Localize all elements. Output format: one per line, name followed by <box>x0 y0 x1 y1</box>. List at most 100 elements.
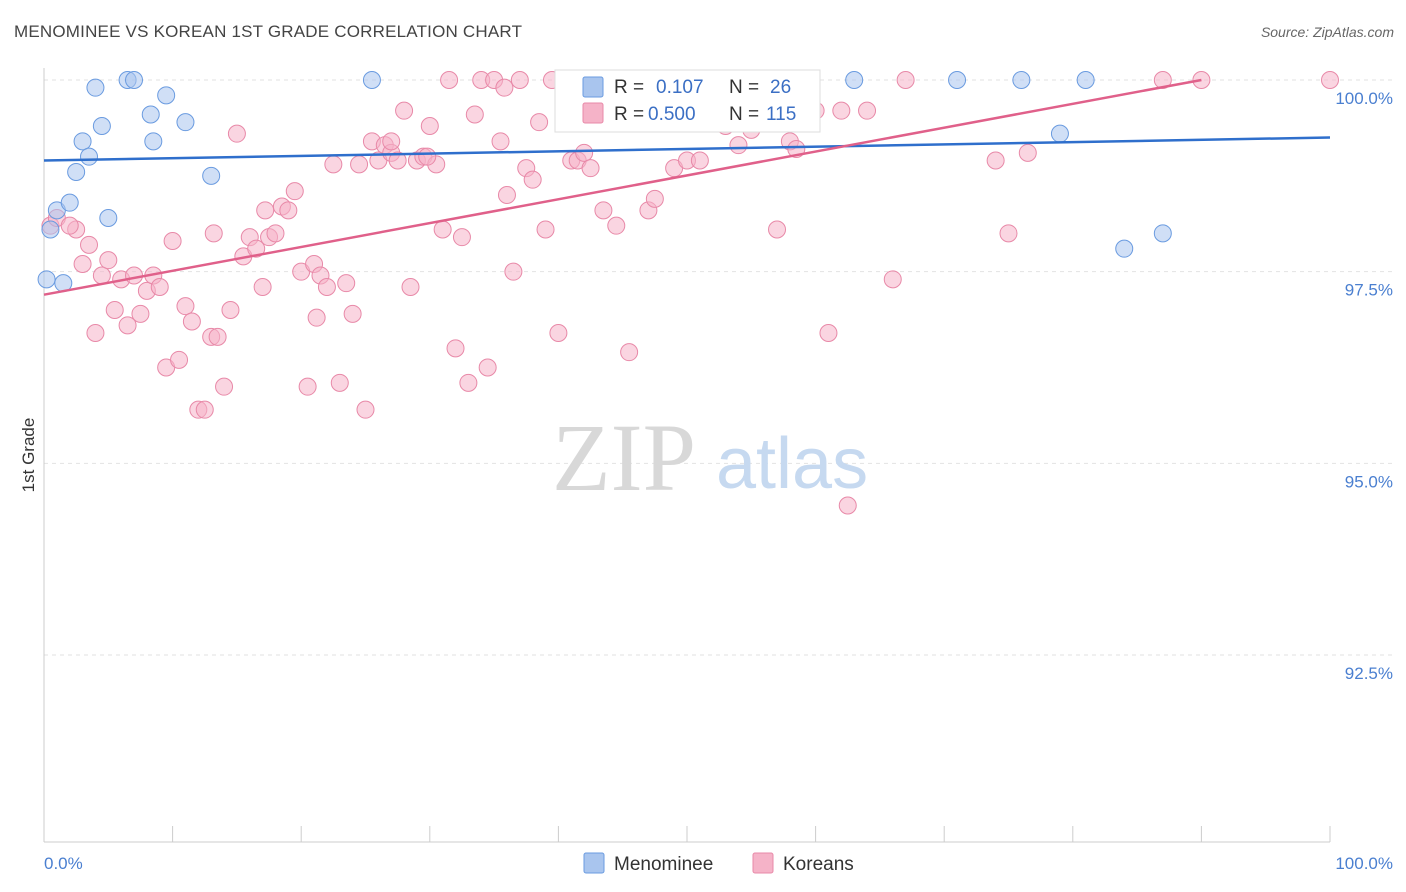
point-koreans <box>388 151 407 170</box>
point-menominee <box>845 71 864 89</box>
point-koreans <box>504 262 523 281</box>
point-koreans <box>253 278 272 296</box>
y-tick-label: 97.5% <box>1345 281 1393 300</box>
legend-swatch-koreans <box>582 102 604 124</box>
point-koreans <box>337 274 356 293</box>
point-koreans <box>858 101 877 120</box>
point-koreans <box>266 224 285 243</box>
point-koreans <box>883 270 902 289</box>
legend-r-value-menominee: 0.107 <box>656 77 704 98</box>
point-koreans <box>356 400 375 419</box>
point-koreans <box>204 224 223 243</box>
point-menominee <box>1076 71 1095 89</box>
point-koreans <box>536 220 555 239</box>
point-koreans <box>307 308 326 327</box>
point-koreans <box>1018 143 1037 162</box>
point-koreans <box>896 71 915 89</box>
point-koreans <box>549 324 568 342</box>
point-koreans <box>382 132 401 151</box>
point-koreans <box>645 189 664 208</box>
point-menominee <box>202 166 221 185</box>
bottom-legend-swatch-menominee <box>583 852 605 874</box>
point-koreans <box>324 155 343 174</box>
point-koreans <box>418 147 437 166</box>
point-koreans <box>221 301 240 319</box>
point-koreans <box>491 132 510 151</box>
point-koreans <box>131 304 150 323</box>
point-menominee <box>73 132 92 151</box>
point-koreans <box>279 201 298 220</box>
point-koreans <box>343 304 362 323</box>
trend-lines <box>43 78 1331 296</box>
point-koreans <box>497 186 516 204</box>
y-tick-label: 100.0% <box>1335 89 1393 108</box>
point-koreans <box>60 216 79 235</box>
point-koreans <box>510 71 529 89</box>
bottom-legend-label-koreans: Koreans <box>783 854 854 875</box>
point-menominee <box>92 117 111 135</box>
point-koreans <box>86 324 105 342</box>
x-tick-label: 0.0% <box>44 854 83 873</box>
point-koreans <box>986 151 1005 170</box>
point-koreans <box>999 224 1018 243</box>
legend-n-label-koreans: N = <box>729 104 759 125</box>
point-koreans <box>465 105 484 124</box>
point-koreans <box>819 324 838 342</box>
point-menominee <box>141 105 160 124</box>
point-menominee <box>41 220 60 239</box>
point-koreans <box>530 113 549 132</box>
point-menominee <box>67 163 86 181</box>
point-koreans <box>395 101 414 120</box>
point-koreans <box>118 316 137 335</box>
point-menominee <box>1050 124 1069 143</box>
legend-n-value-menominee: 26 <box>770 77 791 98</box>
point-menominee <box>60 193 79 212</box>
point-koreans <box>256 201 275 220</box>
y-tick-label: 92.5% <box>1345 664 1393 683</box>
point-koreans <box>690 151 709 170</box>
watermark: ZIP atlas <box>552 404 868 511</box>
point-menominee <box>362 71 381 89</box>
axes <box>43 68 1331 843</box>
point-koreans <box>73 255 92 273</box>
point-koreans <box>420 117 439 135</box>
point-menominee <box>1012 71 1031 89</box>
point-koreans <box>452 228 471 247</box>
point-koreans <box>125 266 144 285</box>
point-koreans <box>170 350 189 369</box>
point-koreans <box>285 182 304 201</box>
legend-r-label-koreans: R = <box>614 104 644 125</box>
point-koreans <box>182 312 201 331</box>
legend-r-label-menominee: R = <box>614 77 644 98</box>
point-koreans <box>620 343 639 362</box>
legend-n-value-koreans: 115 <box>766 104 796 125</box>
point-menominee <box>144 132 163 151</box>
point-menominee <box>125 71 144 89</box>
point-koreans <box>80 235 99 254</box>
chart-title: MENOMINEE VS KOREAN 1ST GRADE CORRELATIO… <box>14 22 523 41</box>
point-koreans <box>330 373 349 392</box>
legend-box: R = 0.107 N = 26 R = 0.500 N = 115 <box>554 69 821 133</box>
legend-n-label-menominee: N = <box>729 77 759 98</box>
point-koreans <box>92 266 111 285</box>
source-label: Source: ZipAtlas.com <box>1260 24 1394 40</box>
point-menominee <box>157 86 176 105</box>
point-koreans <box>247 239 266 258</box>
point-koreans <box>195 400 214 419</box>
legend-swatch-menominee <box>582 76 604 98</box>
watermark-zip: ZIP <box>552 404 696 511</box>
point-koreans <box>768 220 787 239</box>
y-axis-title: 1st Grade <box>19 418 38 493</box>
grid-lines <box>44 79 1393 656</box>
point-koreans <box>150 278 169 296</box>
watermark-atlas: atlas <box>716 424 868 504</box>
point-koreans <box>215 377 234 396</box>
point-koreans <box>350 155 369 174</box>
bottom-legend: Menominee Koreans <box>583 852 854 875</box>
point-koreans <box>594 201 613 220</box>
point-koreans <box>298 377 317 396</box>
point-menominee <box>80 147 99 166</box>
point-koreans <box>433 220 452 239</box>
point-koreans <box>478 358 497 377</box>
